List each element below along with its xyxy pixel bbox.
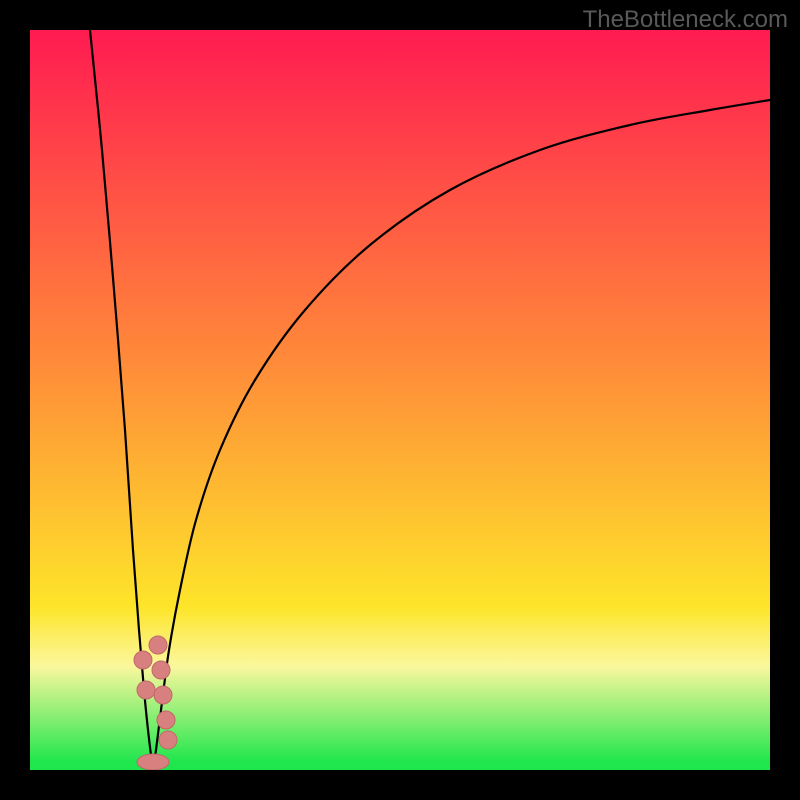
chart-root: TheBottleneck.com (0, 0, 800, 800)
right-curve (153, 100, 770, 768)
data-marker (154, 686, 172, 704)
data-marker (152, 661, 170, 679)
data-marker (157, 711, 175, 729)
data-marker (134, 651, 152, 669)
data-marker (137, 681, 155, 699)
plot-area (30, 30, 770, 770)
data-marker-cap (137, 754, 169, 770)
data-marker (159, 731, 177, 749)
data-marker (149, 636, 167, 654)
curve-layer (30, 30, 770, 770)
